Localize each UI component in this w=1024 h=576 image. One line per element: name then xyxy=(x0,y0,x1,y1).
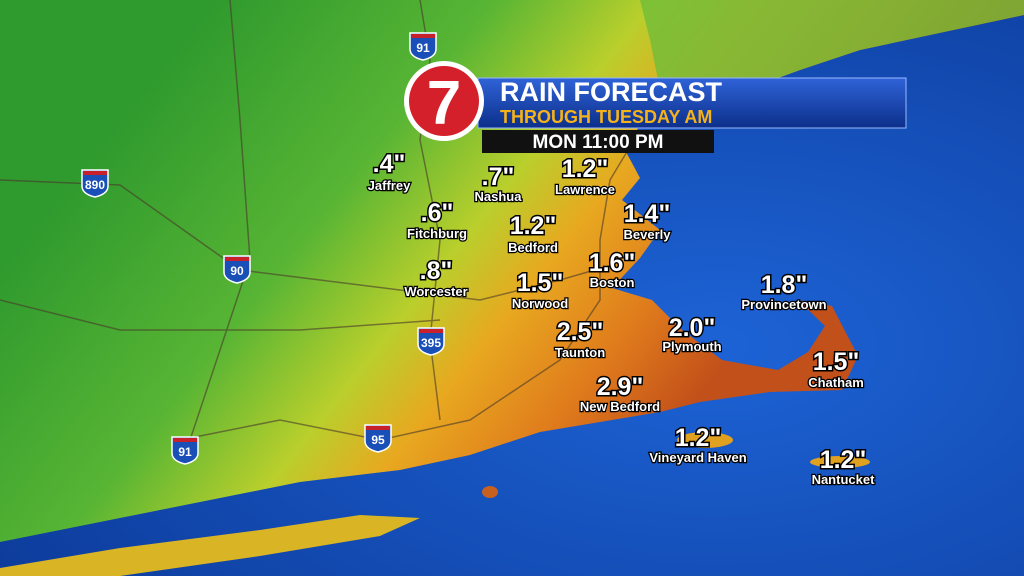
city-name: Boston xyxy=(590,275,635,290)
banner xyxy=(477,77,907,129)
rain-amount: 1.6" xyxy=(589,249,636,277)
city-name: Taunton xyxy=(555,345,605,360)
rain-amount: .4" xyxy=(373,150,406,178)
city-name: New Bedford xyxy=(580,399,660,414)
shield-top xyxy=(411,34,435,38)
rain-amount: 1.2" xyxy=(675,424,722,452)
shield-number: 90 xyxy=(230,264,244,278)
rain-amount: 1.2" xyxy=(510,212,557,240)
island xyxy=(810,456,870,468)
rain-amount: .7" xyxy=(482,163,515,191)
subtitle: THROUGH TUESDAY AM xyxy=(500,107,712,127)
rain-amount: 2.5" xyxy=(557,318,604,346)
long-island xyxy=(0,515,420,576)
interstate-shield xyxy=(417,327,445,356)
shield-number: 395 xyxy=(421,336,441,350)
city-name: Provincetown xyxy=(741,297,826,312)
shield-top xyxy=(419,329,443,333)
rain-amount: 2.9" xyxy=(597,373,644,401)
city-name: Nantucket xyxy=(812,472,876,487)
cities: .4"Jaffrey .7"Nashua1.2"Lawrence.6"Fitchb… xyxy=(366,149,876,489)
logo-text: 7 xyxy=(427,69,461,138)
shield-top xyxy=(173,438,197,442)
city-name: Chatham xyxy=(808,375,864,390)
city-name: Fitchburg xyxy=(407,226,467,241)
interstate-shield xyxy=(364,424,392,453)
rain-amount: 1.5" xyxy=(813,348,860,376)
time: MON 11:00 PM xyxy=(533,132,664,153)
title: RAIN FORECAST xyxy=(500,77,723,107)
island xyxy=(482,486,498,498)
interstate-shield xyxy=(223,255,251,284)
rain-amount: 1.2" xyxy=(562,155,609,183)
rain-amount: 1.2" xyxy=(820,446,867,474)
city-name: Vineyard Haven xyxy=(649,450,746,465)
city-name: Worcester xyxy=(404,284,467,299)
city-name: Bedford xyxy=(508,240,558,255)
rain-amount: 2.0" xyxy=(669,314,716,342)
rain-amount: 1.4" xyxy=(624,200,671,228)
city-name: Jaffrey xyxy=(368,178,411,193)
city-name: Lawrence xyxy=(555,182,615,197)
shield-top xyxy=(225,257,249,261)
city-name: Nashua xyxy=(475,189,523,204)
city-name: Norwood xyxy=(512,296,568,311)
interstate-shield xyxy=(171,436,199,465)
city-name: Plymouth xyxy=(662,339,721,354)
shield-top xyxy=(83,171,107,175)
shield-number: 95 xyxy=(371,433,385,447)
shield-top xyxy=(366,426,390,430)
shield-number: 91 xyxy=(416,41,430,55)
rain-amount: .8" xyxy=(420,257,453,285)
rain-amount: 1.8" xyxy=(761,271,808,299)
shield-number: 91 xyxy=(178,445,192,459)
shield-number: 890 xyxy=(85,178,105,192)
island xyxy=(677,432,733,448)
header: RAIN FORECAST THROUGH TUESDAY AM MON 11:… xyxy=(404,61,907,153)
interstate-shield xyxy=(81,169,109,198)
time-box xyxy=(482,130,714,153)
city-name: Beverly xyxy=(624,227,672,242)
rain-amount: .6" xyxy=(421,199,454,227)
shields: 91 890 90 395 95 91 xyxy=(81,32,445,465)
interstate-shield xyxy=(409,32,437,61)
rain-amount: 1.5" xyxy=(517,269,564,297)
logo xyxy=(409,66,479,136)
land xyxy=(0,0,1024,542)
